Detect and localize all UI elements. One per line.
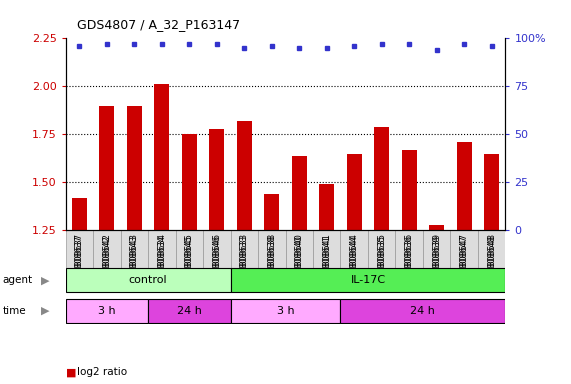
Text: GSM808645: GSM808645 xyxy=(185,233,194,284)
Text: IL-17C: IL-17C xyxy=(351,275,385,285)
Bar xyxy=(423,230,451,286)
Text: GSM808647: GSM808647 xyxy=(460,233,469,284)
Text: GSM808636: GSM808636 xyxy=(405,235,413,286)
Bar xyxy=(231,299,340,323)
Text: GSM808641: GSM808641 xyxy=(322,235,331,286)
Bar xyxy=(286,230,313,286)
Bar xyxy=(347,154,362,230)
Bar xyxy=(395,230,423,286)
Bar xyxy=(374,127,389,230)
Bar xyxy=(176,230,203,286)
Text: control: control xyxy=(129,275,167,285)
Bar xyxy=(237,121,252,230)
Text: GSM808640: GSM808640 xyxy=(295,233,304,284)
Text: 3 h: 3 h xyxy=(98,306,116,316)
Bar xyxy=(66,268,231,293)
Text: 3 h: 3 h xyxy=(277,306,294,316)
Text: GSM808648: GSM808648 xyxy=(487,235,496,286)
Bar xyxy=(154,84,170,230)
Bar xyxy=(478,230,505,286)
Text: agent: agent xyxy=(3,275,33,285)
Text: ■: ■ xyxy=(66,367,76,377)
Bar xyxy=(182,134,197,230)
Text: GSM808638: GSM808638 xyxy=(267,233,276,284)
Bar xyxy=(72,198,87,230)
Text: GDS4807 / A_32_P163147: GDS4807 / A_32_P163147 xyxy=(77,18,240,31)
Text: GSM808633: GSM808633 xyxy=(240,235,249,286)
Text: GSM808644: GSM808644 xyxy=(349,235,359,286)
Text: GSM808634: GSM808634 xyxy=(158,233,166,284)
Bar xyxy=(99,106,114,230)
Text: GSM808636: GSM808636 xyxy=(405,233,413,284)
Text: GSM808633: GSM808633 xyxy=(240,233,249,284)
Bar xyxy=(93,230,120,286)
Text: GSM808641: GSM808641 xyxy=(322,233,331,284)
Text: GSM808635: GSM808635 xyxy=(377,235,386,286)
Text: GSM808637: GSM808637 xyxy=(75,235,84,286)
Bar xyxy=(340,299,505,323)
Bar xyxy=(457,142,472,230)
Text: GSM808643: GSM808643 xyxy=(130,233,139,284)
Bar xyxy=(264,194,279,230)
Bar xyxy=(66,299,148,323)
Text: ▶: ▶ xyxy=(41,306,50,316)
Text: log2 ratio: log2 ratio xyxy=(77,367,127,377)
Bar xyxy=(484,154,499,230)
Text: GSM808646: GSM808646 xyxy=(212,233,222,284)
Bar xyxy=(401,150,417,230)
Bar xyxy=(148,230,176,286)
Text: ▶: ▶ xyxy=(41,275,50,285)
Bar xyxy=(292,156,307,230)
Bar xyxy=(429,225,444,230)
Text: GSM808644: GSM808644 xyxy=(349,233,359,284)
Text: GSM808638: GSM808638 xyxy=(267,235,276,286)
Text: time: time xyxy=(3,306,26,316)
Bar xyxy=(319,184,334,230)
Text: GSM808648: GSM808648 xyxy=(487,233,496,284)
Text: GSM808639: GSM808639 xyxy=(432,235,441,286)
Bar xyxy=(120,230,148,286)
Text: GSM808642: GSM808642 xyxy=(102,235,111,286)
Text: GSM808634: GSM808634 xyxy=(158,235,166,286)
Text: GSM808640: GSM808640 xyxy=(295,235,304,286)
Bar xyxy=(231,268,505,293)
Text: GSM808643: GSM808643 xyxy=(130,235,139,286)
Text: GSM808637: GSM808637 xyxy=(75,233,84,284)
Bar xyxy=(231,230,258,286)
Text: GSM808645: GSM808645 xyxy=(185,235,194,286)
Bar xyxy=(451,230,478,286)
Bar xyxy=(127,106,142,230)
Text: GSM808639: GSM808639 xyxy=(432,233,441,284)
Text: GSM808647: GSM808647 xyxy=(460,235,469,286)
Bar xyxy=(148,299,231,323)
Bar xyxy=(203,230,231,286)
Bar xyxy=(209,129,224,230)
Bar xyxy=(313,230,340,286)
Bar xyxy=(258,230,286,286)
Bar xyxy=(66,230,93,286)
Text: GSM808635: GSM808635 xyxy=(377,233,386,284)
Text: 24 h: 24 h xyxy=(177,306,202,316)
Text: 24 h: 24 h xyxy=(411,306,435,316)
Text: GSM808642: GSM808642 xyxy=(102,233,111,284)
Bar xyxy=(368,230,395,286)
Text: GSM808646: GSM808646 xyxy=(212,235,222,286)
Bar xyxy=(340,230,368,286)
